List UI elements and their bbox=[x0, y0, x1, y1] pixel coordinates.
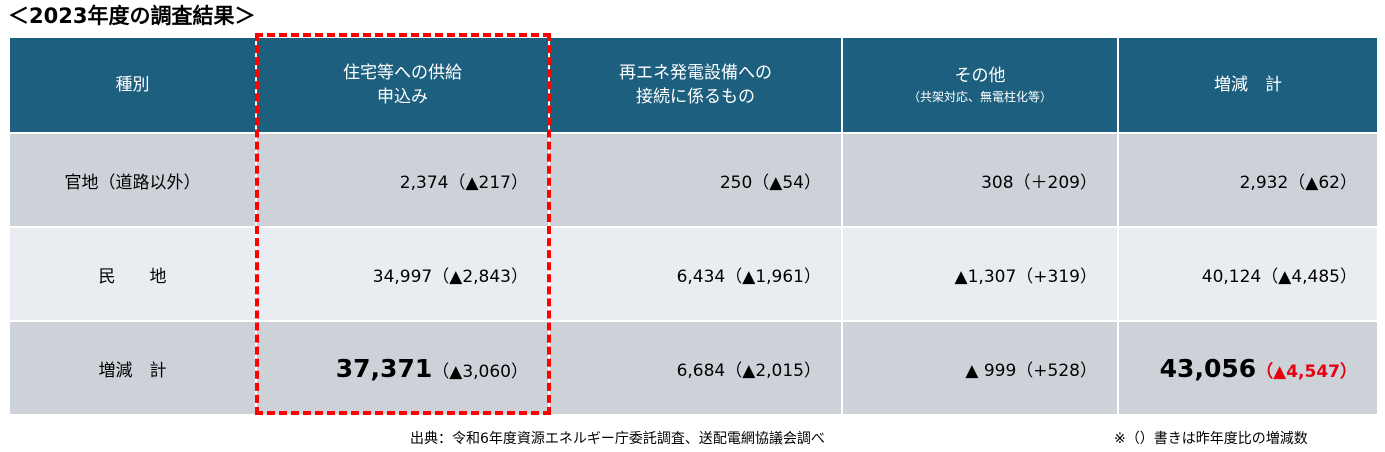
page-title: ＜2023年度の調査結果＞ bbox=[8, 4, 256, 28]
cell-total: 40,124（▲4,485） bbox=[1117, 226, 1379, 322]
cell-housing: 37,371（▲3,060） bbox=[255, 320, 550, 416]
cell-other: ▲1,307（+319） bbox=[841, 226, 1119, 322]
header-total: 増減 計 bbox=[1117, 36, 1379, 134]
source-caption: 出典：令和6年度資源エネルギー庁委託調査、送配電網協議会調べ bbox=[410, 431, 825, 447]
cell-renewable: 6,434（▲1,961） bbox=[548, 226, 843, 322]
cell-housing: 2,374（▲217） bbox=[255, 132, 550, 228]
row-label: 増減 計 bbox=[8, 320, 257, 416]
cell-other: ▲ 999（+528） bbox=[841, 320, 1119, 416]
footnote: ※（）書きは昨年度比の増減数 bbox=[1114, 431, 1308, 447]
header-renewable: 再エネ発電設備への 接続に係るもの bbox=[548, 36, 843, 134]
cell-housing: 34,997（▲2,843） bbox=[255, 226, 550, 322]
cell-renewable: 250（▲54） bbox=[548, 132, 843, 228]
table-row: 官地（道路以外） 2,374（▲217） 250（▲54） 308（＋209） … bbox=[8, 132, 1379, 228]
header-category: 種別 bbox=[8, 36, 257, 134]
header-other: その他 （共架対応、無電柱化等） bbox=[841, 36, 1119, 134]
cell-other: 308（＋209） bbox=[841, 132, 1119, 228]
cell-total: 2,932（▲62） bbox=[1117, 132, 1379, 228]
table-row: 民 地 34,997（▲2,843） 6,434（▲1,961） ▲1,307（… bbox=[8, 226, 1379, 322]
cell-renewable: 6,684（▲2,015） bbox=[548, 320, 843, 416]
row-label: 民 地 bbox=[8, 226, 257, 322]
row-label: 官地（道路以外） bbox=[8, 132, 257, 228]
cell-total: 43,056（▲4,547） bbox=[1117, 320, 1379, 416]
survey-results-table: 種別 住宅等への供給 申込み 再エネ発電設備への 接続に係るもの その他 （共架… bbox=[8, 36, 1379, 416]
header-row: 種別 住宅等への供給 申込み 再エネ発電設備への 接続に係るもの その他 （共架… bbox=[8, 36, 1379, 134]
table-row-total: 増減 計 37,371（▲3,060） 6,684（▲2,015） ▲ 999（… bbox=[8, 320, 1379, 416]
header-housing: 住宅等への供給 申込み bbox=[255, 36, 550, 134]
